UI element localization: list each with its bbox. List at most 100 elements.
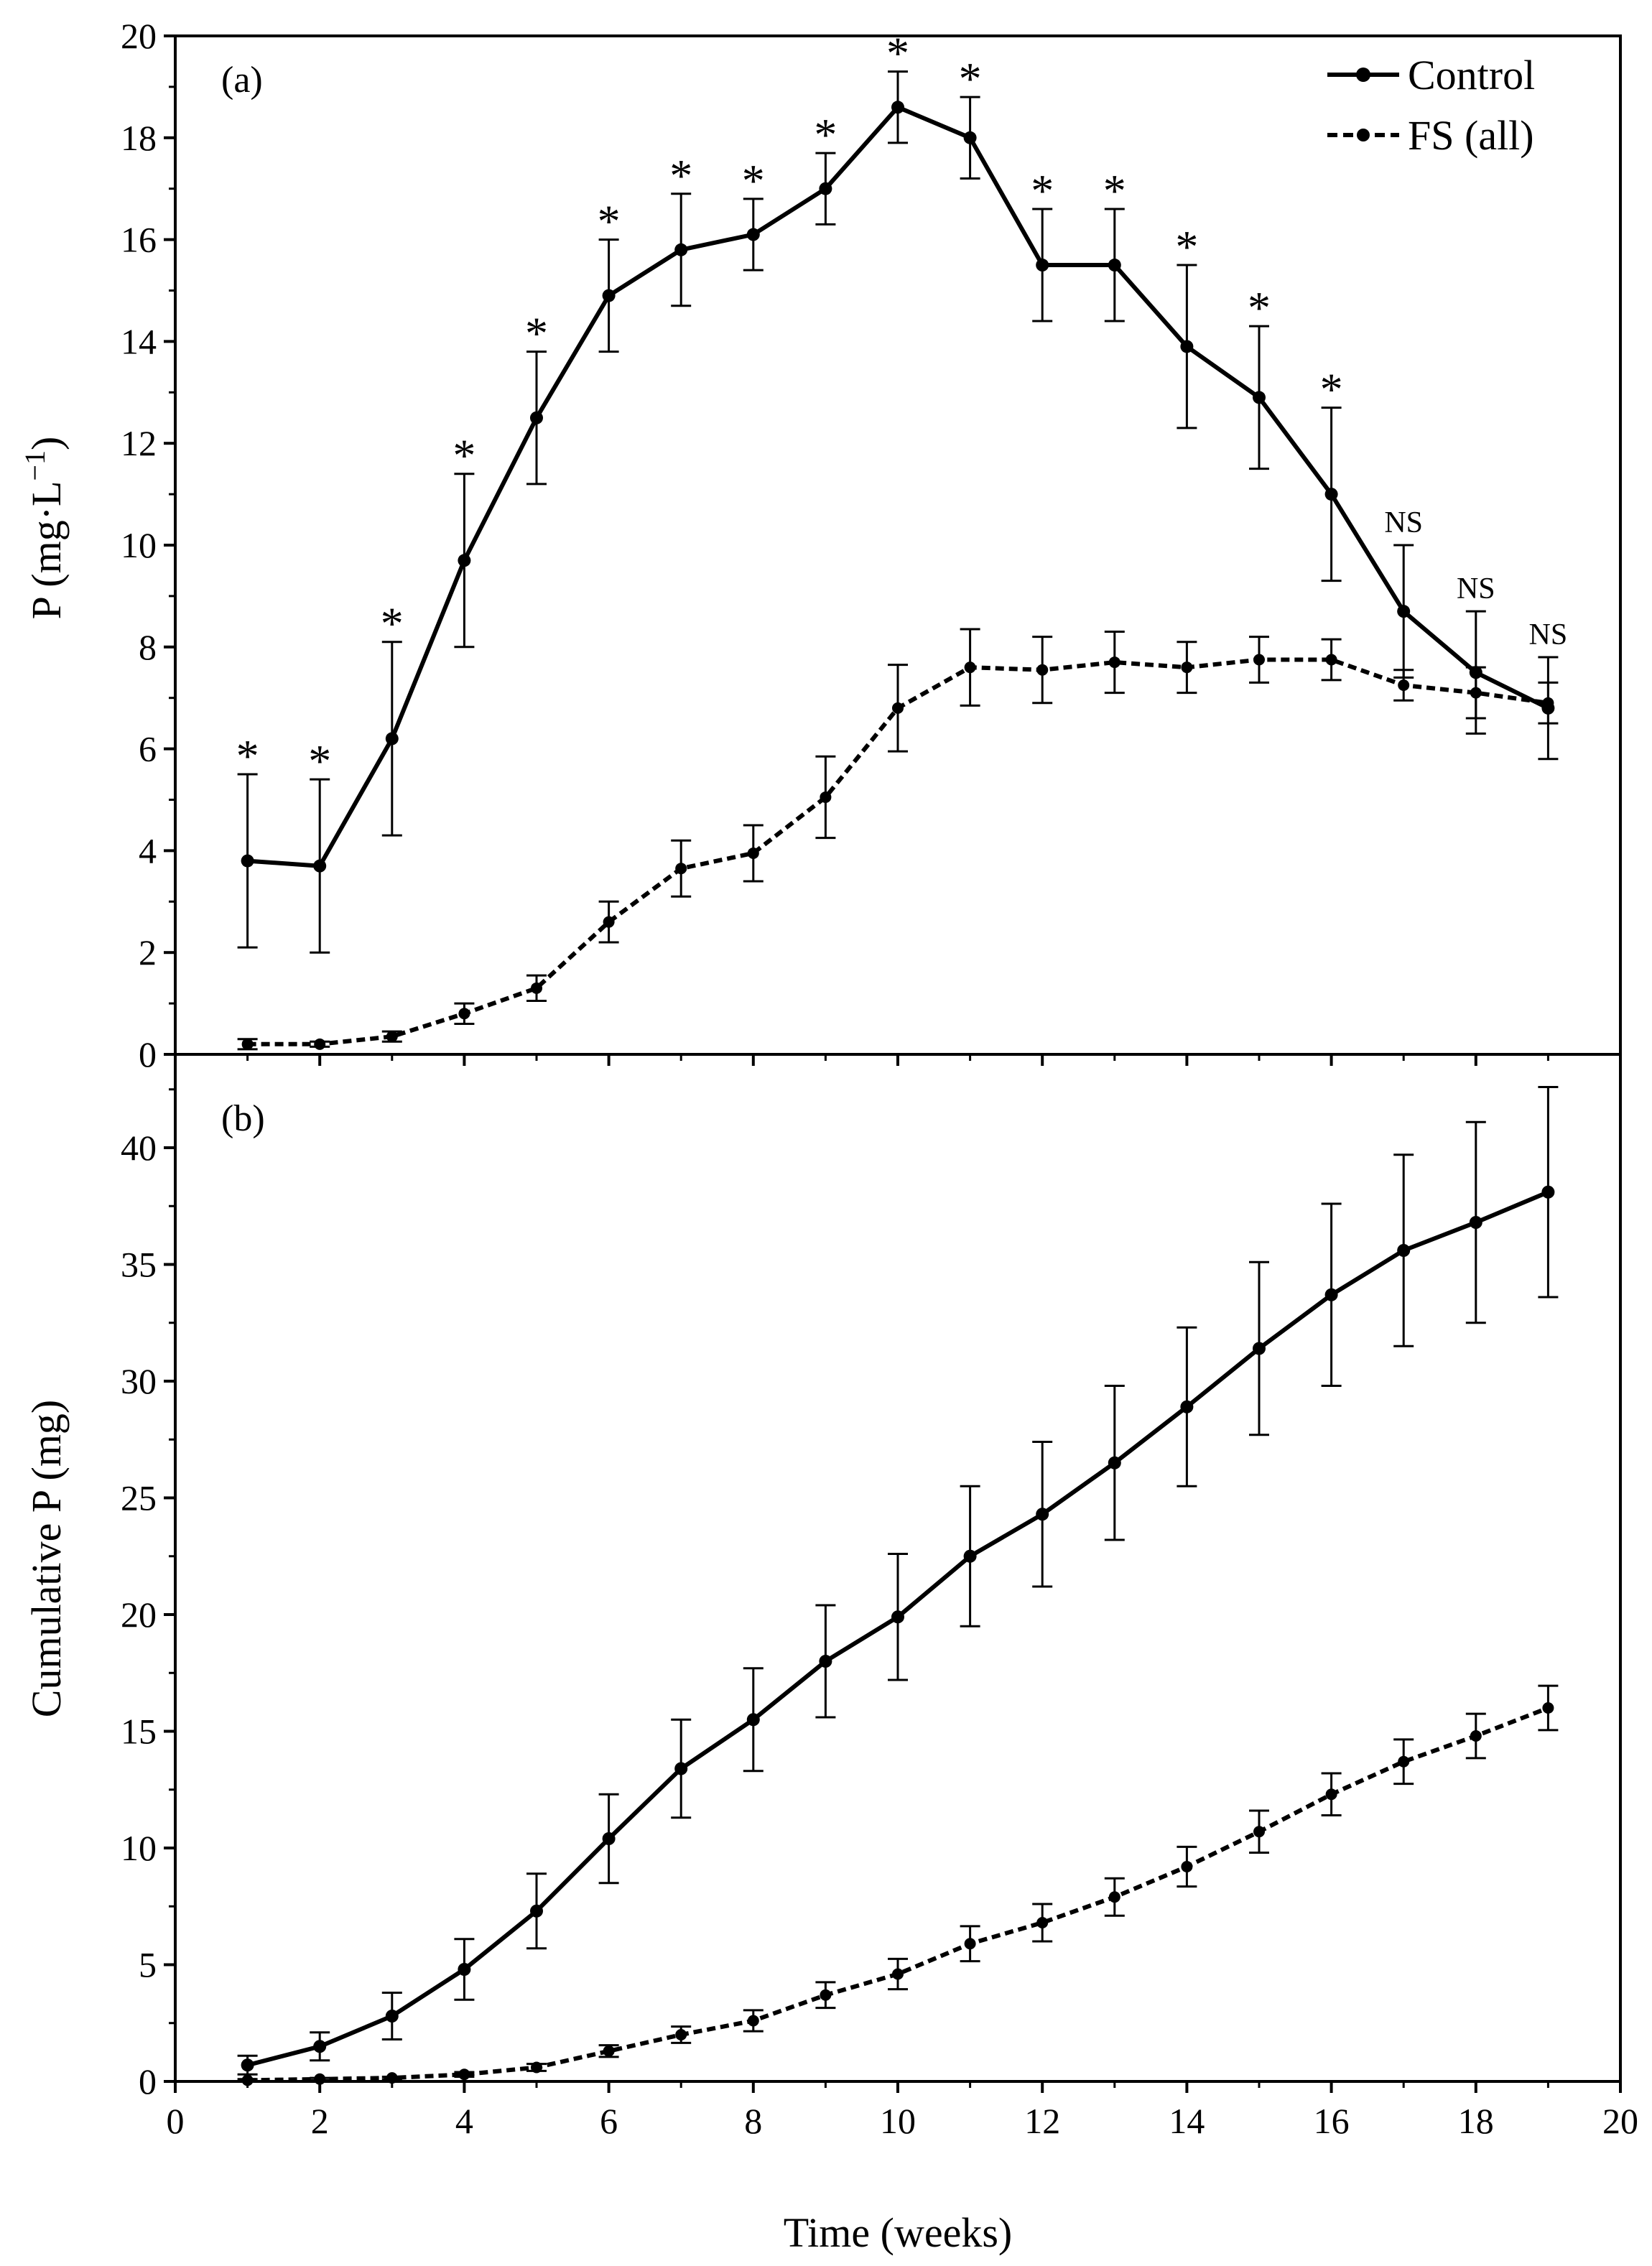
data-point-fs-b	[747, 2015, 759, 2027]
data-point-control-a	[1324, 488, 1338, 501]
x-tick-label: 18	[1458, 2101, 1494, 2141]
y-tick-label-b: 20	[121, 1594, 157, 1635]
significance-star: *	[1248, 282, 1271, 333]
y-tick-label-a: 10	[121, 525, 157, 565]
data-point-fs-b	[964, 1938, 976, 1950]
significance-star: *	[1175, 221, 1198, 272]
data-point-fs-a	[1542, 697, 1554, 709]
significance-ns: NS	[1529, 618, 1568, 651]
significance-star: *	[886, 28, 909, 79]
y-tick-label-a: 16	[121, 220, 157, 260]
legend-item-fs: FS (all)	[1327, 112, 1534, 159]
x-tick-label: 20	[1602, 2101, 1638, 2141]
panel-b: 0 5 10 15 20 25 30 35 40 0 2 4 6 8 10 12 14 16 18 20	[121, 1054, 1638, 2141]
x-tick-label: 0	[167, 2101, 185, 2141]
data-point-control-a	[1180, 340, 1194, 353]
data-point-control-a	[674, 243, 688, 256]
data-point-control-a	[746, 228, 760, 241]
significance-star: *	[1103, 165, 1126, 216]
data-point-control-b	[891, 1610, 904, 1624]
y-axis-title-b: Cumulative P (mg)	[23, 1400, 70, 1717]
data-point-fs-b	[1181, 1861, 1193, 1872]
x-axis-title: Time (weeks)	[784, 2209, 1012, 2256]
data-point-fs-b	[241, 2074, 254, 2086]
data-point-fs-a	[241, 1038, 254, 1050]
data-point-fs-a	[892, 702, 904, 714]
data-point-fs-a	[675, 863, 687, 875]
significance-star: *	[669, 150, 692, 201]
data-point-control-b	[1324, 1288, 1338, 1301]
y-tick-label-b: 15	[121, 1712, 157, 1752]
y-tick-label-b: 35	[121, 1245, 157, 1285]
significance-star: *	[742, 155, 765, 206]
data-point-fs-b	[314, 2073, 326, 2085]
legend-marker-control	[1356, 68, 1370, 82]
data-point-control-b	[458, 1963, 471, 1976]
significance-star: *	[1031, 165, 1054, 216]
data-point-control-a	[1108, 259, 1121, 272]
data-point-fs-b	[675, 2029, 687, 2040]
x-tick-label: 4	[455, 2101, 473, 2141]
y-tick-label-b: 10	[121, 1828, 157, 1868]
y-axis-title-a-superscript: −1	[19, 450, 51, 481]
data-point-control-b	[241, 2058, 254, 2072]
data-point-control-b	[746, 1713, 760, 1727]
data-point-fs-b	[1108, 1891, 1120, 1903]
y-tick-label-a: 14	[121, 321, 157, 361]
legend-marker-fs	[1357, 129, 1370, 141]
data-point-control-b	[1180, 1400, 1194, 1413]
data-point-fs-a	[747, 847, 759, 859]
data-point-control-b	[1541, 1185, 1555, 1199]
data-point-fs-b	[1036, 1917, 1049, 1928]
data-point-fs-b	[531, 2061, 542, 2074]
data-point-fs-b	[820, 1989, 832, 2001]
x-tick-label: 16	[1314, 2101, 1350, 2141]
data-point-fs-b	[603, 2045, 615, 2057]
data-point-fs-a	[1181, 661, 1193, 674]
data-point-fs-a	[531, 982, 542, 994]
significance-star: *	[598, 196, 621, 247]
data-point-fs-b	[1253, 1826, 1265, 1838]
significance-star: *	[959, 53, 982, 104]
significance-star: *	[453, 430, 475, 481]
data-point-fs-a	[964, 661, 976, 674]
data-point-control-a	[313, 859, 327, 873]
data-point-control-a	[1036, 259, 1049, 272]
data-point-fs-a	[1325, 654, 1337, 666]
y-tick-label-a: 20	[121, 16, 157, 56]
significance-ns: NS	[1457, 572, 1495, 605]
data-point-fs-a	[1108, 656, 1120, 669]
data-point-control-a	[530, 411, 543, 424]
y-tick-label-a: 18	[121, 118, 157, 158]
y-tick-label-b: 40	[121, 1128, 157, 1168]
y-tick-label-a: 6	[139, 729, 157, 769]
data-point-control-b	[1253, 1342, 1266, 1355]
y-tick-label-b: 0	[139, 2061, 157, 2102]
data-point-control-b	[674, 1762, 688, 1775]
data-point-fs-a	[1253, 654, 1265, 666]
x-tick-label: 2	[311, 2101, 329, 2141]
y-tick-label-a: 0	[139, 1034, 157, 1074]
data-point-fs-b	[1398, 1755, 1410, 1768]
data-point-control-b	[1469, 1216, 1482, 1229]
data-point-fs-a	[314, 1038, 326, 1050]
data-point-control-b	[1397, 1244, 1411, 1257]
significance-ns: NS	[1384, 506, 1423, 539]
data-point-control-b	[1036, 1508, 1049, 1521]
data-point-control-b	[313, 2040, 327, 2053]
significance-star: *	[381, 598, 404, 649]
y-tick-label-a: 4	[139, 830, 157, 870]
y-axis-title-a-main: P (mg·L	[23, 481, 70, 620]
x-tick-label: 10	[880, 2101, 916, 2141]
data-point-control-b	[1108, 1456, 1121, 1469]
panel-label-b: (b)	[221, 1098, 265, 1139]
y-axis-title-a: P (mg·L−1)	[19, 437, 70, 620]
data-point-control-a	[602, 289, 616, 302]
y-tick-label-a: 2	[139, 932, 157, 972]
data-point-control-b	[602, 1832, 616, 1845]
legend-item-control: Control	[1327, 52, 1535, 98]
data-point-fs-a	[603, 916, 615, 928]
data-point-control-b	[385, 2010, 399, 2023]
y-tick-label-b: 5	[139, 1945, 157, 1985]
